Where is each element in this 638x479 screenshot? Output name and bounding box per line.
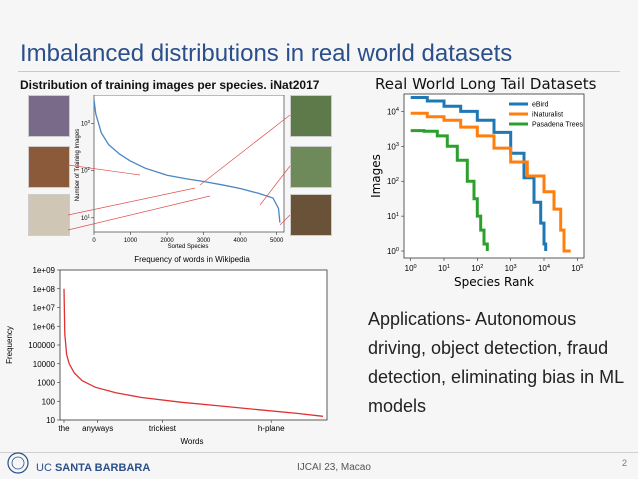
- wiki-xlabel: Words: [181, 437, 204, 446]
- footer-divider: [0, 452, 638, 453]
- footer-org: UC SANTA BARBARA: [36, 462, 150, 474]
- inat-ytick-label: 102: [81, 166, 91, 174]
- inat-chart-title: Distribution of training images per spec…: [20, 78, 320, 92]
- wiki-ytick-label: 100: [42, 397, 56, 406]
- ucsb-seal-icon: [7, 452, 29, 474]
- wiki-ytick-label: 1e+08: [33, 285, 56, 294]
- footer-org-name: SANTA BARBARA: [54, 462, 151, 474]
- wiki-xtick-label: trickiest: [149, 424, 177, 433]
- wiki-ytick-label: 1e+07: [33, 304, 56, 313]
- wiki-chart: Frequency of words in Wikipedia Frequenc…: [5, 255, 328, 446]
- longtail-xtick-label: 105: [571, 264, 583, 273]
- longtail-ytick-label: 102: [387, 177, 399, 186]
- wiki-ytick-label: 10: [46, 416, 55, 425]
- longtail-ytick-label: 104: [387, 107, 399, 116]
- page-number: 2: [622, 458, 628, 468]
- wiki-ytick-label: 1e+06: [33, 322, 56, 331]
- wiki-ytick-label: 10000: [33, 360, 56, 369]
- applications-text: Applications- Autonomous driving, object…: [368, 309, 624, 416]
- longtail-chart: Images Species Rank 100 101 102 103 104 105 10…: [369, 93, 585, 289]
- sand-dollar-photo: [28, 194, 70, 236]
- wiki-ytick-label: 1000: [37, 379, 55, 388]
- wiki-ylabel: Frequency: [5, 326, 14, 364]
- fungus-photo: [290, 194, 332, 236]
- wiki-chart-title: Frequency of words in Wikipedia: [134, 255, 250, 264]
- wiki-xtick-label: anyways: [82, 424, 113, 433]
- longtail-ytick-label: 100: [387, 247, 399, 256]
- longtail-ytick-label: 101: [387, 212, 399, 221]
- longtail-xtick-label: 100: [405, 264, 417, 273]
- footer-venue: IJCAI 23, Macao: [297, 462, 371, 473]
- longtail-xtick-label: 104: [538, 264, 550, 273]
- wiki-ytick-label: 1e+09: [33, 266, 56, 275]
- inat-ytick-label: 103: [81, 119, 91, 127]
- title-divider: [18, 71, 620, 72]
- inat-xtick-label: 0: [92, 238, 96, 244]
- ebird-curve: [410, 96, 548, 251]
- wiki-curve: [63, 288, 324, 417]
- inaturalist-curve: [410, 111, 571, 253]
- wiki-xtick-label: the: [58, 424, 70, 433]
- inat-xtick-label: 2000: [160, 238, 174, 244]
- inat-xtick-label: 5000: [270, 238, 284, 244]
- longtail-xtick-label: 103: [505, 264, 517, 273]
- legend-ebird: eBird: [532, 102, 548, 109]
- berries-photo: [28, 146, 70, 188]
- leaves-photo: [290, 95, 332, 137]
- inat-curve: [93, 99, 281, 223]
- inat-ylabel: Number of Training Images: [75, 129, 81, 201]
- inat-xtick-label: 4000: [233, 238, 247, 244]
- butterfly-photo: [28, 95, 70, 137]
- inat-chart: Number of Training Images Sorted Species…: [75, 95, 285, 250]
- wiki-ytick-label: 100000: [28, 341, 55, 350]
- longtail-ytick-label: 103: [387, 142, 399, 151]
- inat-xlabel: Sorted Species: [168, 244, 209, 250]
- longtail-xlabel: Species Rank: [454, 275, 534, 289]
- longtail-xtick-label: 102: [471, 264, 483, 273]
- longtail-legend: eBird iNaturalist Pasadena Trees: [509, 102, 583, 129]
- wiki-xtick-label: h-plane: [258, 424, 285, 433]
- pasadena-curve: [410, 129, 489, 251]
- inat-xtick-label: 3000: [197, 238, 211, 244]
- legend-pasadena: Pasadena Trees: [532, 122, 583, 129]
- longtail-ylabel: Images: [369, 154, 383, 198]
- longtail-chart-title: Real World Long Tail Datasets: [375, 75, 597, 93]
- longtail-xtick-label: 101: [438, 264, 450, 273]
- slide-title: Imbalanced distributions in real world d…: [20, 40, 513, 67]
- inat-ytick-label: 101: [81, 213, 91, 221]
- legend-inaturalist: iNaturalist: [532, 112, 563, 119]
- inat-xtick-label: 1000: [124, 238, 138, 244]
- white-flowers-photo: [290, 146, 332, 188]
- footer-org-prefix: UC: [36, 462, 52, 474]
